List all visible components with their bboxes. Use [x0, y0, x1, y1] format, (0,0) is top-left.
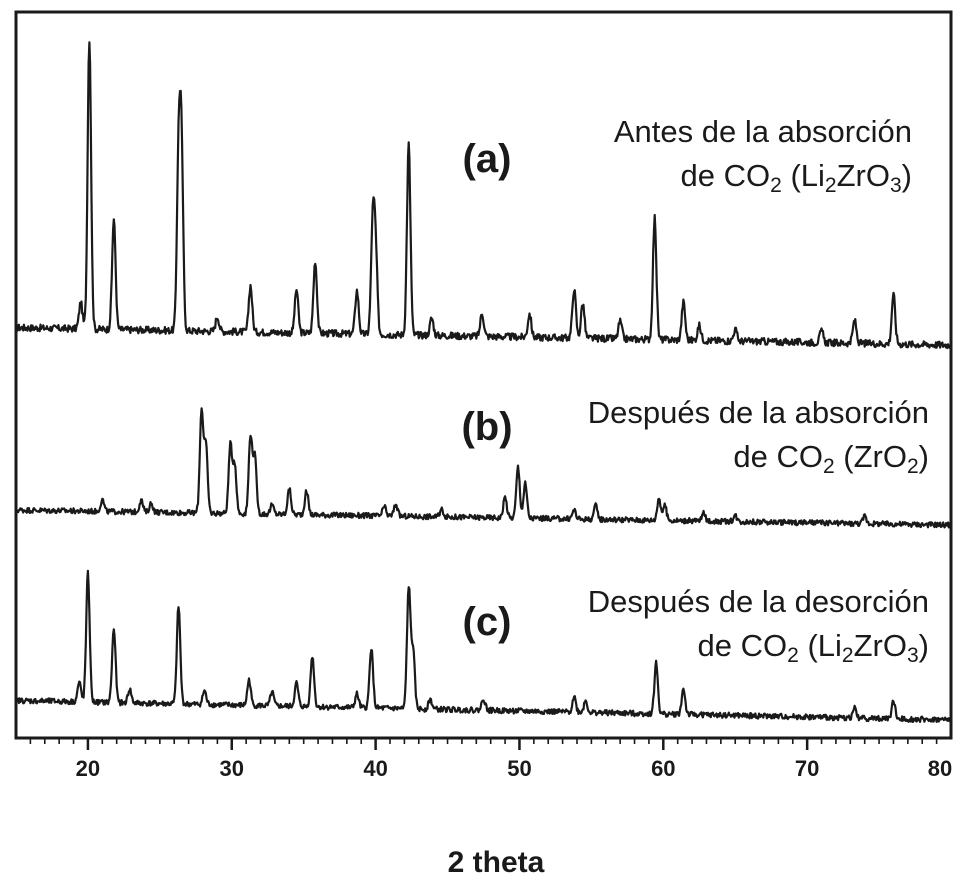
series-line-a — [15, 41, 952, 350]
caption-segment: (Li — [782, 158, 825, 193]
diffraction-traces — [14, 41, 952, 724]
caption-line-2: de CO2 (Li2ZrO3) — [698, 628, 929, 667]
caption-line-1: Después de la absorción — [588, 395, 929, 430]
x-tick-label: 70 — [795, 756, 819, 781]
caption-line-1: Antes de la absorción — [614, 114, 912, 149]
subscript: 2 — [842, 644, 854, 667]
caption-segment: ) — [919, 439, 929, 474]
x-tick-label: 60 — [651, 756, 675, 781]
panel-label-c: (c) — [463, 600, 512, 644]
caption-line-2: de CO2 (Li2ZrO3) — [681, 158, 912, 197]
plot-frame — [14, 10, 953, 740]
series-line-b — [14, 407, 952, 529]
x-tick-label: 50 — [507, 756, 531, 781]
subscript: 3 — [890, 174, 902, 197]
caption-segment: ) — [902, 158, 912, 193]
caption-line-2: de CO2 (ZrO2) — [733, 439, 929, 478]
x-axis: 20 30 40 50 60 70 80 — [29, 738, 952, 781]
caption-segment: (Li — [799, 628, 842, 663]
subscript: 2 — [823, 455, 835, 478]
caption-segment: (ZrO — [835, 439, 907, 474]
caption-line-1: Después de la desorción — [588, 584, 929, 619]
caption-segment: de CO — [733, 439, 823, 474]
subscript: 2 — [825, 174, 837, 197]
caption-segment: ) — [919, 628, 929, 663]
subscript: 2 — [770, 174, 782, 197]
x-tick-label: 20 — [76, 756, 100, 781]
subscript: 2 — [907, 455, 919, 478]
x-axis-title: 2 theta — [448, 846, 545, 879]
panel-label-a: (a) — [463, 137, 512, 181]
subscript: 2 — [787, 644, 799, 667]
x-tick-label: 30 — [220, 756, 244, 781]
caption-segment: ZrO — [837, 158, 890, 193]
panel-label-b: (b) — [461, 405, 512, 449]
caption-segment: de CO — [698, 628, 788, 663]
caption-segment: de CO — [681, 158, 771, 193]
x-tick-label: 40 — [363, 756, 387, 781]
subscript: 3 — [907, 644, 919, 667]
caption-segment: ZrO — [854, 628, 907, 663]
series-line-c — [15, 569, 952, 724]
x-tick-label: 80 — [928, 756, 952, 781]
